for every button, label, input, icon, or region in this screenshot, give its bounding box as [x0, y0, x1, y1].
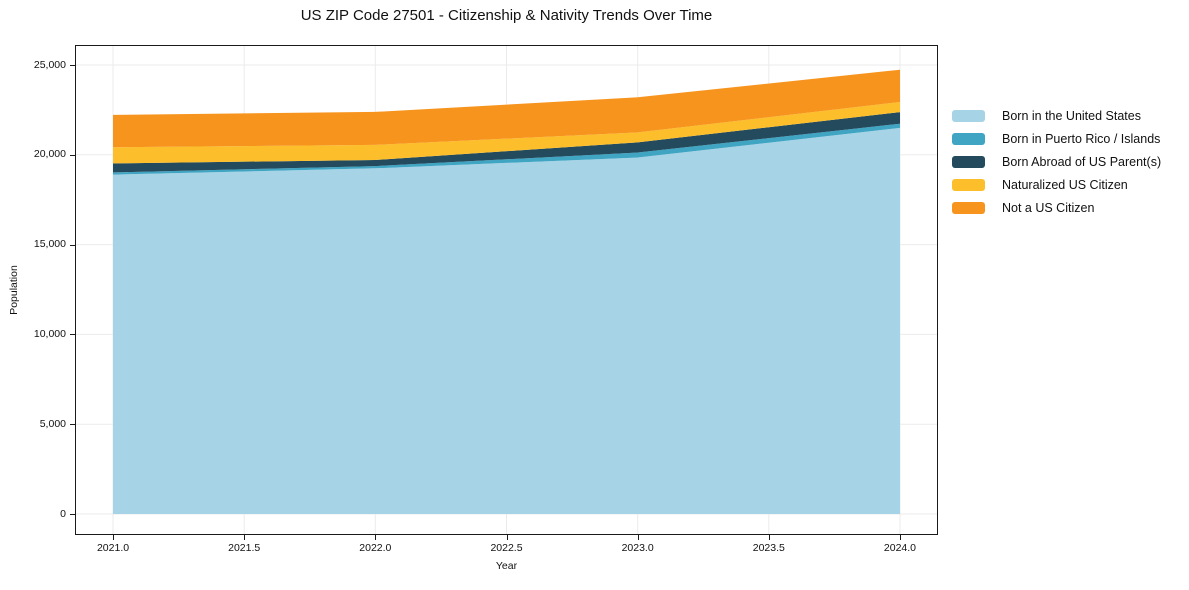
- x-axis-label: Year: [495, 560, 518, 572]
- legend-label: Naturalized US Citizen: [1002, 177, 1128, 192]
- legend-swatch: [952, 178, 985, 191]
- y-tick-label: 10,000: [33, 327, 66, 340]
- x-tick-mark: [899, 535, 901, 540]
- legend-label: Born in Puerto Rico / Islands: [1002, 131, 1161, 146]
- legend-label: Born Abroad of US Parent(s): [1002, 154, 1162, 169]
- y-tick-label: 15,000: [33, 238, 66, 251]
- legend-swatch: [952, 109, 985, 122]
- y-tick-mark: [70, 154, 75, 156]
- x-tick-mark: [113, 535, 115, 540]
- legend-item: Born in Puerto Rico / Islands: [952, 127, 1161, 150]
- x-tick-label: 2023.5: [752, 542, 785, 554]
- x-tick-mark: [506, 535, 508, 540]
- y-tick-label: 20,000: [33, 148, 66, 161]
- y-tick-mark: [70, 65, 75, 66]
- y-tick-label: 25,000: [33, 58, 66, 71]
- x-tick-mark: [244, 535, 246, 540]
- legend-swatch: [952, 201, 985, 214]
- legend-item: Naturalized US Citizen: [952, 173, 1161, 196]
- x-tick-label: 2021.0: [96, 542, 130, 554]
- area-series-2: [113, 112, 900, 173]
- chart-title: US ZIP Code 27501 - Citizenship & Nativi…: [300, 7, 713, 24]
- y-tick-mark: [70, 334, 75, 336]
- stacked-area-canvas: [75, 45, 938, 535]
- legend-label: Not a US Citizen: [1002, 200, 1095, 215]
- area-series-3: [113, 102, 900, 164]
- legend-item: Born Abroad of US Parent(s): [952, 150, 1161, 173]
- legend-swatch: [952, 155, 985, 168]
- area-series-0: [113, 127, 900, 515]
- plot-area: [75, 45, 938, 535]
- x-tick-label: 2022.0: [359, 542, 392, 554]
- x-tick-label: 2024.0: [883, 542, 917, 554]
- x-tick-label: 2022.5: [490, 542, 523, 554]
- y-axis-label: Population: [8, 265, 20, 315]
- y-tick-mark: [70, 244, 75, 246]
- y-tick-label: 0: [60, 507, 66, 520]
- x-tick-mark: [768, 535, 770, 540]
- y-tick-label: 5,000: [39, 417, 66, 430]
- area-series-4: [113, 69, 900, 148]
- legend: Born in the United States Born in Puerto …: [952, 104, 1161, 219]
- x-tick-mark: [637, 535, 639, 540]
- plot-border: [75, 45, 938, 535]
- x-tick-label: 2021.5: [228, 542, 261, 554]
- x-tick-label: 2023.0: [621, 542, 654, 554]
- legend-swatch: [952, 132, 985, 145]
- legend-item: Not a US Citizen: [952, 196, 1161, 219]
- x-tick-mark: [375, 535, 377, 540]
- y-tick-mark: [70, 424, 75, 426]
- legend-label: Born in the United States: [1002, 108, 1141, 123]
- y-tick-mark: [70, 514, 75, 515]
- legend-item: Born in the United States: [952, 104, 1161, 127]
